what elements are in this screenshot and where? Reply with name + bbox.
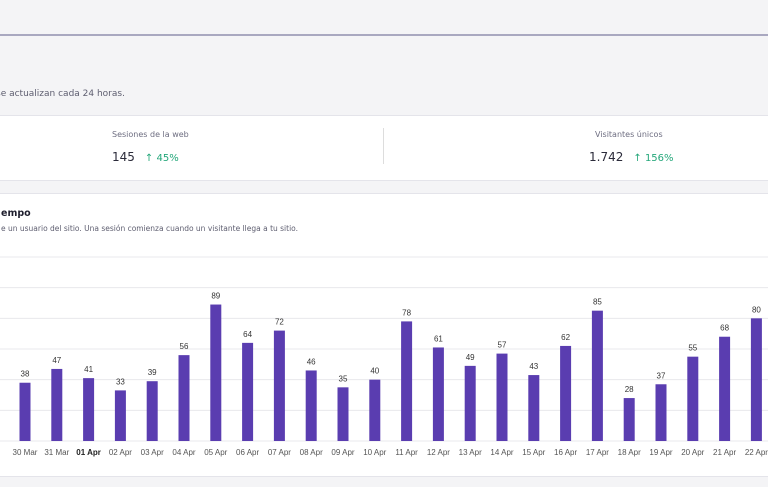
stat-value: 145 <box>112 150 135 164</box>
x-tick-label: 07 Apr <box>268 448 291 457</box>
bar <box>432 347 444 441</box>
up-arrow-icon: ↑ <box>633 153 642 164</box>
x-tick-label: 30 Mar <box>13 448 38 457</box>
bar <box>210 304 222 441</box>
x-tick-label: 17 Apr <box>586 448 609 457</box>
bar <box>687 356 699 441</box>
up-arrow-icon: ↑ <box>144 153 154 164</box>
data-label: 55 <box>688 344 697 353</box>
bar <box>591 310 603 441</box>
stat-value: 1.742 <box>589 150 624 164</box>
data-label: 89 <box>211 292 220 301</box>
bar <box>496 353 508 441</box>
bar <box>369 379 381 441</box>
data-label: 40 <box>370 367 379 376</box>
x-tick-label: 11 Apr <box>395 448 418 457</box>
bar <box>51 368 63 441</box>
bar <box>464 365 476 441</box>
bar <box>146 381 158 441</box>
x-tick-label: 13 Apr <box>459 448 482 457</box>
x-tick-label: 09 Apr <box>331 448 354 457</box>
update-note: se actualizan cada 24 horas. <box>0 89 125 99</box>
data-label: 38 <box>21 370 30 379</box>
x-tick-label: 12 Apr <box>427 448 450 457</box>
bar <box>114 390 126 441</box>
bar <box>560 345 572 441</box>
chart-card: empo e un usuario del sitio. Una sesión … <box>0 193 768 477</box>
divider <box>383 128 384 164</box>
stats-card: Sesiones de la web 145 ↑ 45% Visitantes ú… <box>0 115 768 181</box>
bar <box>623 398 635 441</box>
x-tick-label: 21 Apr <box>713 448 736 457</box>
chart-title: empo <box>1 208 31 219</box>
data-label: 78 <box>402 308 411 317</box>
x-tick-label: 16 Apr <box>554 448 577 457</box>
x-tick-label: 20 Apr <box>681 448 704 457</box>
bar <box>273 330 285 441</box>
bar <box>655 384 667 441</box>
data-label: 28 <box>625 385 634 394</box>
bar <box>242 342 254 441</box>
data-label: 80 <box>752 305 761 314</box>
data-label: 57 <box>498 341 507 350</box>
x-tick-label: 02 Apr <box>109 448 132 457</box>
x-tick-label: 31 Mar <box>44 448 69 457</box>
data-label: 46 <box>307 357 316 366</box>
data-label: 64 <box>243 330 252 339</box>
bar <box>178 355 190 441</box>
bar <box>337 387 349 441</box>
data-label: 37 <box>657 371 666 380</box>
data-label: 68 <box>720 324 729 333</box>
stat-change-value: 45% <box>156 153 179 164</box>
data-label: 43 <box>529 362 538 371</box>
x-tick-label: 15 Apr <box>522 448 545 457</box>
data-label: 47 <box>52 356 61 365</box>
x-tick-label: 19 Apr <box>649 448 672 457</box>
top-bar <box>0 0 768 36</box>
stat-change-value: 156% <box>644 153 674 164</box>
data-label: 41 <box>84 365 93 374</box>
chart-subtitle: e un usuario del sitio. Una sesión comie… <box>1 224 299 233</box>
stat-label: Sesiones de la web <box>112 130 189 139</box>
bar <box>401 321 413 441</box>
bar <box>719 336 731 441</box>
bar <box>750 318 762 441</box>
bar <box>83 378 95 441</box>
stat-change: ↑ 45% <box>145 153 179 164</box>
x-tick-label: 05 Apr <box>204 448 227 457</box>
stat-label: Visitantes únicos <box>595 130 663 139</box>
data-label: 49 <box>466 353 475 362</box>
data-label: 85 <box>593 298 602 307</box>
x-tick-label: 06 Apr <box>236 448 259 457</box>
x-tick-label: 22 Apr <box>745 448 768 457</box>
data-label: 39 <box>148 368 157 377</box>
bar <box>305 370 317 441</box>
x-tick-label: 10 Apr <box>363 448 386 457</box>
x-tick-label: 18 Apr <box>618 448 641 457</box>
stat-change: ↑ 156% <box>633 153 673 164</box>
bar <box>19 382 31 441</box>
data-label: 33 <box>116 377 125 386</box>
x-tick-label: 08 Apr <box>300 448 323 457</box>
x-tick-label: 14 Apr <box>490 448 513 457</box>
data-label: 62 <box>561 333 570 342</box>
x-tick-label: 01 Apr <box>76 448 101 457</box>
data-label: 56 <box>180 342 189 351</box>
data-label: 72 <box>275 318 284 327</box>
bar <box>528 375 540 441</box>
x-tick-label: 04 Apr <box>172 448 195 457</box>
x-tick-label: 03 Apr <box>141 448 164 457</box>
data-label: 35 <box>339 374 348 383</box>
data-label: 61 <box>434 334 443 343</box>
